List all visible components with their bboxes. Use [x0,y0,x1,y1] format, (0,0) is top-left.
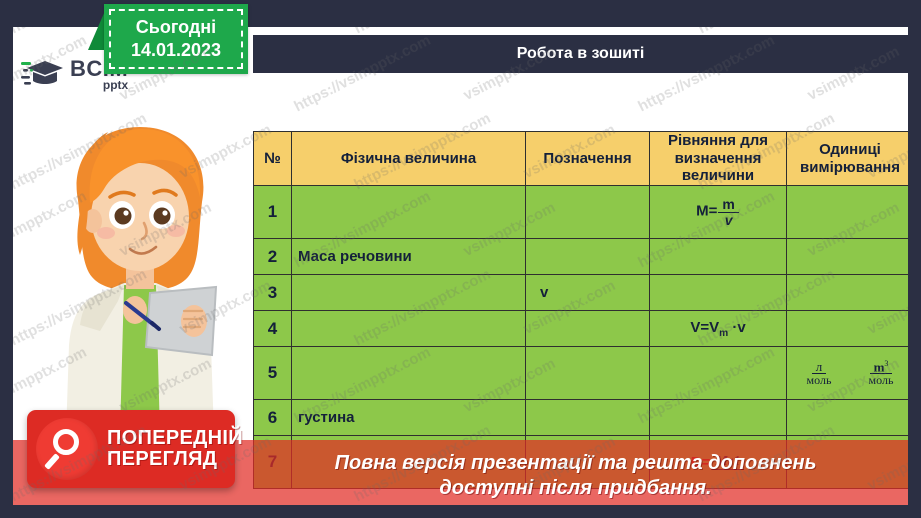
purchase-banner-text: Повна версія презентації та решта доповн… [253,451,898,500]
slide-canvas: № Фізична величина Позначення Рівняння д… [13,27,908,505]
fraction-denominator: моль [868,373,894,388]
row-equation[interactable] [649,346,787,401]
row-quantity-name[interactable] [291,346,526,401]
row-equation[interactable]: V=Vm ·v [649,310,787,348]
row-symbol[interactable]: v [525,274,650,312]
fraction-denominator: v [724,211,733,228]
row-number: 4 [253,310,292,348]
row-symbol[interactable] [525,238,650,276]
row-quantity-name[interactable]: густина [291,399,526,437]
row-units[interactable] [786,185,908,240]
magnifier-lens [53,429,79,455]
girl-scientist-svg [66,127,218,435]
fraction-denominator: моль [806,373,832,388]
preview-badge-line1: ПОПЕРЕДНІЙ [107,427,243,450]
row-number: 5 [253,346,292,401]
col-header-number: № [253,130,292,187]
row-equation[interactable] [649,238,787,276]
col-header-symbol: Позначення [525,130,650,187]
table-row[interactable]: 6 густина [253,399,908,437]
row-units[interactable] [786,399,908,437]
row-number: 6 [253,399,292,437]
equation-rhs: ·v [728,318,746,336]
equation-lhs: V=V [690,318,720,336]
unit-fraction-cubicmetre-per-mole: m3 моль [865,358,898,388]
table-head: № Фізична величина Позначення Рівняння д… [253,130,908,187]
worksheet-table-wrapper: № Фізична величина Позначення Рівняння д… [253,130,908,490]
unit-fraction-litre-per-mole: л моль [803,360,836,388]
row-units[interactable]: л моль m3 моль [786,346,908,401]
worksheet-table: № Фізична величина Позначення Рівняння д… [253,130,908,490]
table-row[interactable]: 4 V=Vm ·v [253,310,908,348]
row-quantity-name[interactable] [291,310,526,348]
date-badge-date: 14.01.2023 [130,40,222,60]
purchase-banner-line2: доступні після придбання. [439,476,712,499]
col-header-units-line2: вимірювання [800,158,900,176]
col-header-equation-line3: величини [681,167,755,185]
col-header-equation: Рівняння для визначення величини [649,130,787,187]
row-number: 1 [253,185,292,240]
fraction-numerator: л [811,360,827,375]
table-header-row: № Фізична величина Позначення Рівняння д… [253,130,908,187]
table-row[interactable]: 5 л моль m3 [253,346,908,401]
preview-badge[interactable]: ПОПЕРЕДНІЙ ПЕРЕГЛЯД [27,410,243,488]
col-header-equation-line2: визначення [674,149,762,167]
row-symbol[interactable] [525,346,650,401]
col-header-quantity: Фізична величина [291,130,526,187]
units-group: л моль m3 моль [793,358,907,388]
equation-lhs: M= [696,203,718,221]
preview-badge-label: ПОПЕРЕДНІЙ ПЕРЕГЛЯД [107,428,243,470]
table-row[interactable]: 3 v [253,274,908,312]
preview-badge-line2: ПЕРЕГЛЯД [107,448,218,470]
date-badge-inner: Сьогодні 14.01.2023 [109,9,243,69]
row-equation[interactable]: M= m v [649,185,787,240]
fraction-numerator: m [718,197,739,213]
magnifier-icon [36,418,98,480]
row-number: 3 [253,274,292,312]
magnifier-handle [44,453,60,470]
col-header-units: Одиниці вимірювання [786,130,908,187]
purchase-banner-line1: Повна версія презентації та решта доповн… [334,452,817,475]
unit-base: m [873,358,885,374]
brand-subtitle: pptx [102,77,129,92]
row-symbol[interactable] [525,399,650,437]
row-equation[interactable] [649,399,787,437]
row-number: 2 [253,238,292,276]
equation-subscript: m [719,327,729,339]
fraction-numerator: m3 [869,358,893,375]
row-equation[interactable] [649,274,787,312]
section-title-bar: Робота в зошиті [253,35,908,73]
unit-exponent: 3 [884,358,889,368]
row-units[interactable] [786,238,908,276]
row-units[interactable] [786,274,908,312]
row-quantity-name[interactable]: Маса речовини [291,238,526,276]
table-row[interactable]: 2 Маса речовини [253,238,908,276]
row-symbol[interactable] [525,310,650,348]
row-units[interactable] [786,310,908,348]
row-symbol[interactable] [525,185,650,240]
row-quantity-name[interactable] [291,185,526,240]
col-header-equation-line1: Рівняння для [667,132,769,149]
girl-scientist-illustration [38,105,243,450]
col-header-units-line1: Одиниці [819,140,881,158]
graduation-cap-icon [21,57,65,91]
row-quantity-name[interactable] [291,274,526,312]
date-badge: Сьогодні 14.01.2023 [104,4,248,74]
date-badge-label: Сьогодні [135,17,217,37]
table-row[interactable]: 1 M= m v [253,185,908,240]
section-title: Робота в зошиті [516,45,645,62]
